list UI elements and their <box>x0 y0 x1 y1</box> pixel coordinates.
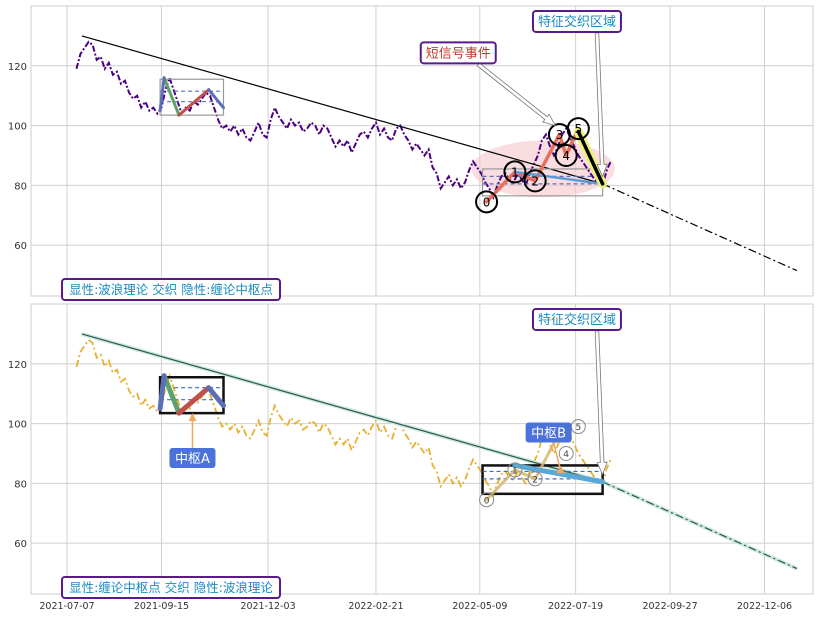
xtick-2022-09-27: 2022-09-27 <box>642 601 697 612</box>
bottom-wave-label-5: 5 <box>575 423 581 433</box>
bottom-wave-label-0: 0 <box>484 496 490 506</box>
bottom-panel: 6080100120012345中枢A中枢B特征交织区域显性:缠论中枢点 交织 … <box>8 303 814 599</box>
top-annotation-box-0 <box>531 9 622 33</box>
bottom-callout-arrowhead-0 <box>188 413 197 422</box>
top-annotation-arrow-0 <box>594 32 608 178</box>
bottom-annotation-box-0 <box>531 307 622 331</box>
top-wave-stroke-5 <box>513 170 604 186</box>
bottom-trend-projection <box>602 481 798 570</box>
top-annotation-arrow-1 <box>476 62 557 127</box>
bottom-callout-text-0: 中枢A <box>175 452 210 467</box>
top-wave-label-0: 0 <box>483 195 491 209</box>
bottom-wave-label-2: 2 <box>532 475 538 485</box>
top-pivot-stroke-1 <box>177 88 211 117</box>
top-ytick-60: 60 <box>14 241 27 252</box>
bottom-pivot-stroke-3 <box>157 373 167 412</box>
xtick-2022-12-06: 2022-12-06 <box>737 601 792 612</box>
bottom-ytick-80: 80 <box>14 479 27 490</box>
top-wave-label-5: 5 <box>574 122 582 136</box>
top-plot-area: 0 12 3 45 <box>75 35 798 272</box>
top-wave-point-4 <box>554 143 578 167</box>
bottom-pivot-stroke-1 <box>176 385 212 416</box>
bottom-pivot-stroke-2 <box>206 385 226 409</box>
top-corner-label: 显性:波浪理论 交织 隐性:缠论中枢点 <box>69 282 273 297</box>
top-ytick-80: 80 <box>14 181 27 192</box>
x-axis: 2021-07-07 2021-09-15 2021-12-03 2022-02-21… <box>39 601 792 612</box>
top-pivot-stroke-3 <box>158 76 166 113</box>
top-pivot-box <box>159 78 225 116</box>
bottom-annotation-text-0: 特征交织区域 <box>538 312 616 328</box>
top-annotation-text-1: 短信号事件 <box>426 46 491 61</box>
bottom-annotation-arrow-0 <box>594 330 608 476</box>
top-ytick-100: 100 <box>8 122 27 133</box>
top-wave-point-0 <box>475 190 499 214</box>
bottom-corner-label: 显性:缠论中枢点 交织 隐性:波浪理论 <box>69 580 273 595</box>
bottom-price-line <box>75 338 612 498</box>
top-corner-label-box <box>61 278 281 301</box>
top-trend-line <box>81 35 603 185</box>
top-wave-label-1: 1 <box>511 165 519 179</box>
xtick-2022-02-21: 2022-02-21 <box>348 601 403 612</box>
top-wave-label-4: 4 <box>562 149 570 163</box>
bottom-callout-box-0 <box>169 447 216 468</box>
bottom-trend-line <box>81 333 603 483</box>
xtick-2021-12-03: 2021-12-03 <box>240 601 295 612</box>
top-wave-stroke-2 <box>533 132 562 183</box>
bottom-wave-label-4: 4 <box>563 450 569 460</box>
top-wave-point-2 <box>523 169 547 193</box>
top-wave-point-5 <box>566 117 590 141</box>
bottom-wave-stroke-3 <box>512 462 606 485</box>
bottom-callout-arrowhead-1 <box>556 465 565 474</box>
xtick-2021-09-15: 2021-09-15 <box>134 601 189 612</box>
bottom-wave-label-1: 1 <box>512 466 518 476</box>
top-annotation-box-1 <box>419 41 497 65</box>
top-ytick-120: 120 <box>8 62 27 73</box>
top-pivot-stroke-0 <box>162 76 181 117</box>
top-wave-label-2: 2 <box>531 174 539 188</box>
bottom-wave-stroke-1 <box>513 468 537 481</box>
bottom-callout-text-1: 中枢B <box>531 427 566 442</box>
xtick-2022-07-19: 2022-07-19 <box>548 601 603 612</box>
bottom-ytick-120: 120 <box>8 360 27 371</box>
top-annotation-text-0: 特征交织区域 <box>538 14 616 30</box>
top-trend-projection <box>602 183 798 272</box>
bottom-pivot-stroke-0 <box>161 373 182 416</box>
xtick-2021-07-07: 2021-07-07 <box>39 601 94 612</box>
top-pivot-stroke-2 <box>207 88 225 110</box>
top-wave-stroke-0 <box>484 170 517 204</box>
bottom-corner-label-box <box>61 576 281 599</box>
top-wave-label-3: 3 <box>556 128 564 142</box>
top-segment-core <box>576 129 605 186</box>
bottom-wave-point-0 <box>479 492 495 508</box>
bottom-callout-box-1 <box>525 422 572 443</box>
bottom-wave-point-2 <box>527 471 543 487</box>
xtick-2022-05-09: 2022-05-09 <box>452 601 507 612</box>
top-wave-point-1 <box>503 160 527 184</box>
bottom-ytick-60: 60 <box>14 539 27 550</box>
bottom-ytick-100: 100 <box>8 420 27 431</box>
bottom-wave-point-4 <box>558 445 574 461</box>
bottom-wave-point-1 <box>507 462 523 478</box>
